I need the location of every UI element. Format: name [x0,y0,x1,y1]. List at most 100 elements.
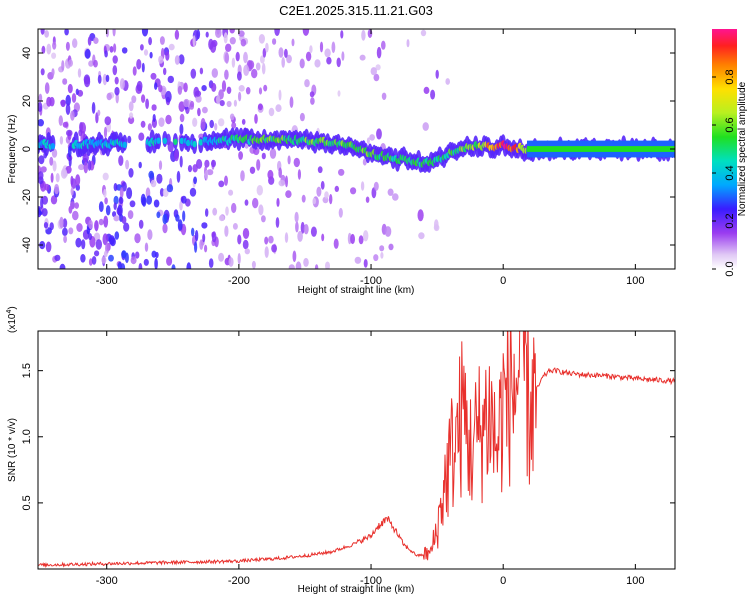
spectrogram-speck [149,51,153,59]
spectrogram-speck [141,196,147,207]
spectrogram-speck [238,151,244,160]
spectrogram-speck [88,233,92,241]
spectrogram-speck [109,46,114,53]
spectrogram-speck [267,169,274,180]
spectrogram-speck [195,95,202,103]
spectrogram-speck [256,159,261,171]
spectrogram-speck [94,220,99,231]
spectrogram-y-axis: -40 -20 0 20 40 [21,47,675,253]
spectrogram-x-tick-label: 0 [500,275,506,287]
snr-marks [38,331,675,569]
spectrogram-speck [145,187,151,198]
spectrogram-speck [97,109,101,116]
spectrogram-speck [238,85,245,92]
spectrogram-speck [138,161,142,169]
spectrogram-speck [61,60,65,71]
spectrogram-speck [144,242,149,252]
spectrogram-speck [51,52,57,59]
spectrogram-speck [165,114,172,125]
spectrogram-speck [153,199,160,208]
spectrogram-speck [117,204,123,217]
spectrogram-speck [214,123,218,131]
spectrogram-speck [104,197,108,205]
spectrogram-speck [181,195,187,204]
spectrogram-speck [365,196,370,203]
spectrogram-speck [162,188,169,198]
spectrogram-speck [182,210,186,222]
spectrogram-speck [80,253,86,263]
spectrogram-speck [206,169,214,176]
spectrogram-speck [44,183,50,191]
spectrogram-speck [299,58,305,69]
spectrogram-speck [373,181,379,191]
spectrogram-speck [205,31,209,38]
colorbar-label: Normalized spectral amplitude [737,81,748,216]
spectrogram-speck [300,221,305,234]
spectrogram-speck [268,235,274,244]
spectrogram-speck [67,83,73,94]
colorbar-tick-label: 0.4 [724,165,736,180]
spectrogram-speck [244,199,249,206]
spectrogram-speck [274,29,280,36]
spectrogram-speck [321,233,325,242]
spectrogram-speck [336,57,341,68]
spectrogram-speck [59,136,64,145]
spectrogram-speck [113,43,117,53]
spectrogram-speck [231,122,237,129]
spectrogram-speck [103,250,108,258]
spectrogram-speck [381,40,386,50]
spectrogram-speck [363,230,369,242]
snr-panel: -300 -200 -100 0 100 0.5 1.0 1.5 Height of str… [6,306,676,595]
spectrogram-speck [44,82,50,94]
spectrogram-speck [138,219,144,229]
spectrogram-speck [433,224,440,232]
snr-x-axis: -300 -200 -100 0 100 [96,331,645,587]
spectrogram-speck [62,121,69,128]
spectrogram-speck [58,115,63,126]
spectrogram-speck [211,159,216,168]
spectrogram-speck [334,185,339,192]
spectrogram-speck [268,107,275,117]
spectrogram-speck [200,118,206,130]
spectrogram-speck [51,68,55,76]
spectrogram-speck [251,68,258,79]
spectrogram-speck [174,55,180,65]
spectrogram-speck [258,204,264,216]
spectrogram-speck [257,103,263,111]
spectrogram-ridge-core [162,137,168,144]
spectrogram-speck [264,236,269,245]
spectrogram-speck [305,51,312,62]
spectrogram-speck [66,129,73,137]
spectrogram-speck [135,251,140,259]
spectrogram-speck [140,44,144,51]
spectrogram-speck [44,30,49,38]
spectrogram-speck [112,65,118,76]
spectrogram-speck [337,90,341,97]
spectrogram-speck [40,29,45,35]
spectrogram-y-tick-label: 40 [21,47,33,59]
spectrogram-speck [129,112,134,119]
snr-y-tick-label: 1.5 [21,363,33,378]
spectrogram-speck [145,98,150,110]
spectrogram-speck [219,100,225,107]
colorbar-tick-label: 0.6 [724,117,736,132]
spectrogram-speck [101,256,107,264]
spectrogram-speck [226,100,232,108]
spectrogram-speck [295,261,302,269]
spectrogram-speck [360,181,365,191]
spectrogram-speck [95,239,103,250]
spectrogram-speck [276,197,280,207]
spectrogram-speck [422,122,429,131]
spectrogram-speck [63,235,67,243]
spectrogram-speck [88,219,93,230]
figure-title: C2E1.2025.315.11.21.G03 [279,3,433,18]
snr-frame [37,330,676,570]
spectrogram-speck [91,102,96,114]
spectrogram-x-label: Height of straight line (km) [298,285,415,296]
spectrogram-speck [93,232,101,242]
spectrogram-speck [224,225,229,237]
spectrogram-speck [287,155,291,165]
spectrogram-speck [193,176,198,185]
spectrogram-speck [278,179,286,187]
spectrogram-speck [256,185,263,196]
